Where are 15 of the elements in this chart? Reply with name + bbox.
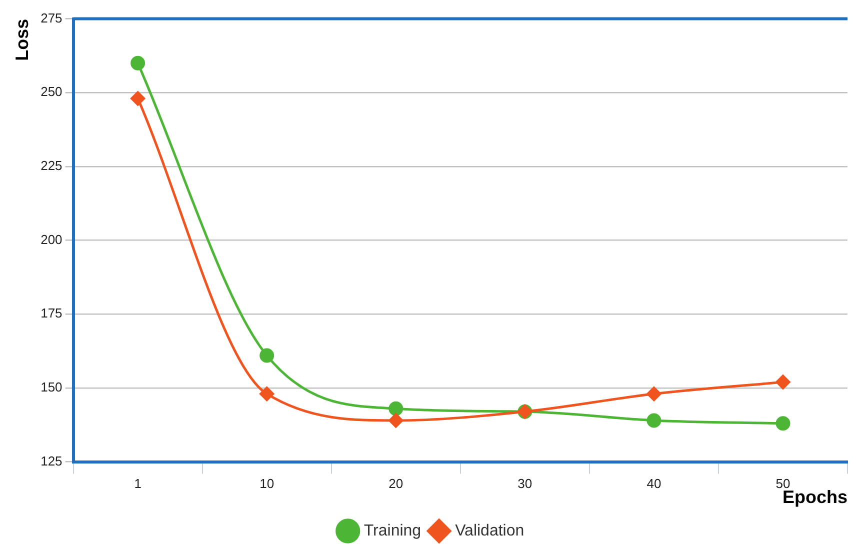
x-tick-label: 20 — [388, 476, 404, 492]
x-tick-label: 40 — [646, 476, 662, 492]
x-tick-label: 10 — [260, 476, 274, 492]
x-tick-label: 30 — [518, 476, 532, 492]
y-axis-title: Loss — [12, 18, 32, 61]
y-tick-label: 275 — [40, 10, 62, 26]
y-tick-label: 200 — [40, 232, 62, 247]
x-tick-label: 1 — [134, 476, 142, 492]
y-tick-label: 150 — [40, 380, 62, 395]
y-tick-label: 250 — [40, 84, 62, 100]
legend-label: Validation — [455, 522, 524, 540]
y-tick-label: 125 — [40, 453, 62, 468]
legend-label: Training — [364, 522, 422, 540]
y-tick-label: 225 — [40, 158, 62, 174]
y-tick-label: 175 — [40, 306, 62, 321]
